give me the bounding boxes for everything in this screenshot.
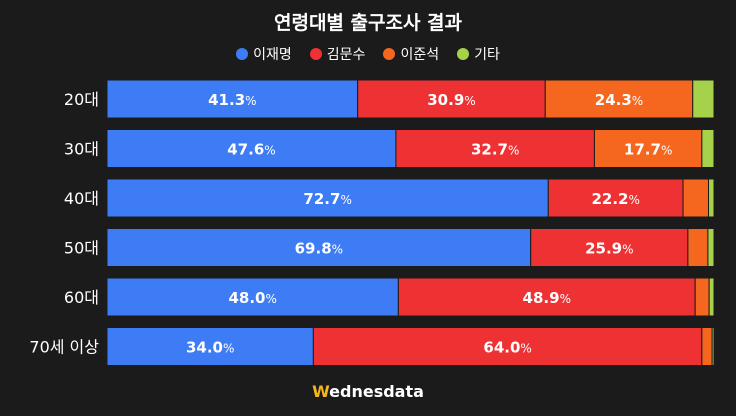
legend-item-other: 기타 — [457, 44, 500, 64]
data-label: 25.9% — [585, 240, 633, 258]
bar-segment — [106, 277, 399, 317]
data-label: 24.3% — [595, 91, 643, 109]
wednesdata-logo: Wednesdata — [0, 382, 736, 401]
bar-segment — [106, 228, 532, 267]
data-label: 48.0% — [228, 289, 276, 307]
chart-title: 연령대별 출구조사 결과 — [273, 12, 463, 34]
category-label: 50대 — [64, 239, 99, 258]
legend-label: 이준석 — [400, 47, 440, 63]
legend-swatch — [236, 48, 249, 60]
stacked-bar-chart: 20대 41.3% 30.9% 24.3% 30대 47.6% 32.7% 17.7% 40대 7… — [29, 79, 715, 366]
data-label: 34.0% — [186, 339, 234, 357]
bar-segment — [708, 178, 715, 218]
data-label: 48.9% — [523, 289, 571, 307]
bar-segment — [397, 277, 696, 317]
data-label: 30.9% — [427, 91, 475, 109]
data-label: 22.2% — [591, 190, 639, 208]
category-label: 30대 — [64, 140, 99, 159]
bar-segment — [547, 178, 684, 218]
bar-segment — [701, 327, 713, 366]
data-label: 47.6% — [227, 141, 275, 159]
bar-segment — [694, 277, 710, 317]
legend-item-lee-junseok: 이준석 — [383, 44, 439, 64]
legend-label: 이재명 — [253, 47, 292, 63]
legend-swatch — [383, 48, 396, 60]
legend-label: 기타 — [474, 47, 500, 63]
data-label: 32.7% — [471, 141, 519, 159]
legend-label: 김문수 — [326, 47, 366, 63]
legend-swatch — [309, 48, 322, 60]
bar-segment — [708, 277, 715, 317]
bar-segment — [395, 129, 595, 168]
bar-segment — [707, 228, 715, 267]
bar-segment — [106, 79, 359, 119]
bar-segment — [106, 178, 549, 218]
legend-item-lee-jaemyung: 이재명 — [236, 44, 292, 64]
category-label: 60대 — [64, 288, 99, 307]
data-label: 72.7% — [303, 190, 351, 208]
category-label: 20대 — [64, 90, 99, 109]
bar-segment — [692, 79, 715, 119]
logo-mark: W — [312, 382, 330, 401]
bar-segment — [687, 228, 709, 267]
legend-swatch — [457, 48, 470, 60]
logo-text: ednesdata — [329, 382, 424, 401]
category-label: 70세 이상 — [29, 338, 99, 357]
bar-segment — [106, 327, 314, 366]
category-label: 40대 — [64, 189, 99, 208]
bar-segment — [530, 228, 689, 267]
data-label: 17.7% — [624, 141, 672, 159]
data-label: 41.3% — [208, 91, 256, 109]
data-label: 69.8% — [295, 240, 343, 258]
chart-legend: 이재명 김문수 이준석 기타 — [0, 44, 736, 64]
bar-segment — [593, 129, 703, 168]
bar-segment — [701, 129, 715, 168]
bar-segment — [682, 178, 710, 218]
bar-segment — [312, 327, 703, 366]
legend-item-kim-moonsoo: 김문수 — [309, 44, 366, 64]
bar-segment — [544, 79, 694, 119]
bar-segment — [106, 129, 397, 168]
data-label: 64.0% — [483, 339, 531, 357]
bar-segment — [711, 327, 715, 366]
